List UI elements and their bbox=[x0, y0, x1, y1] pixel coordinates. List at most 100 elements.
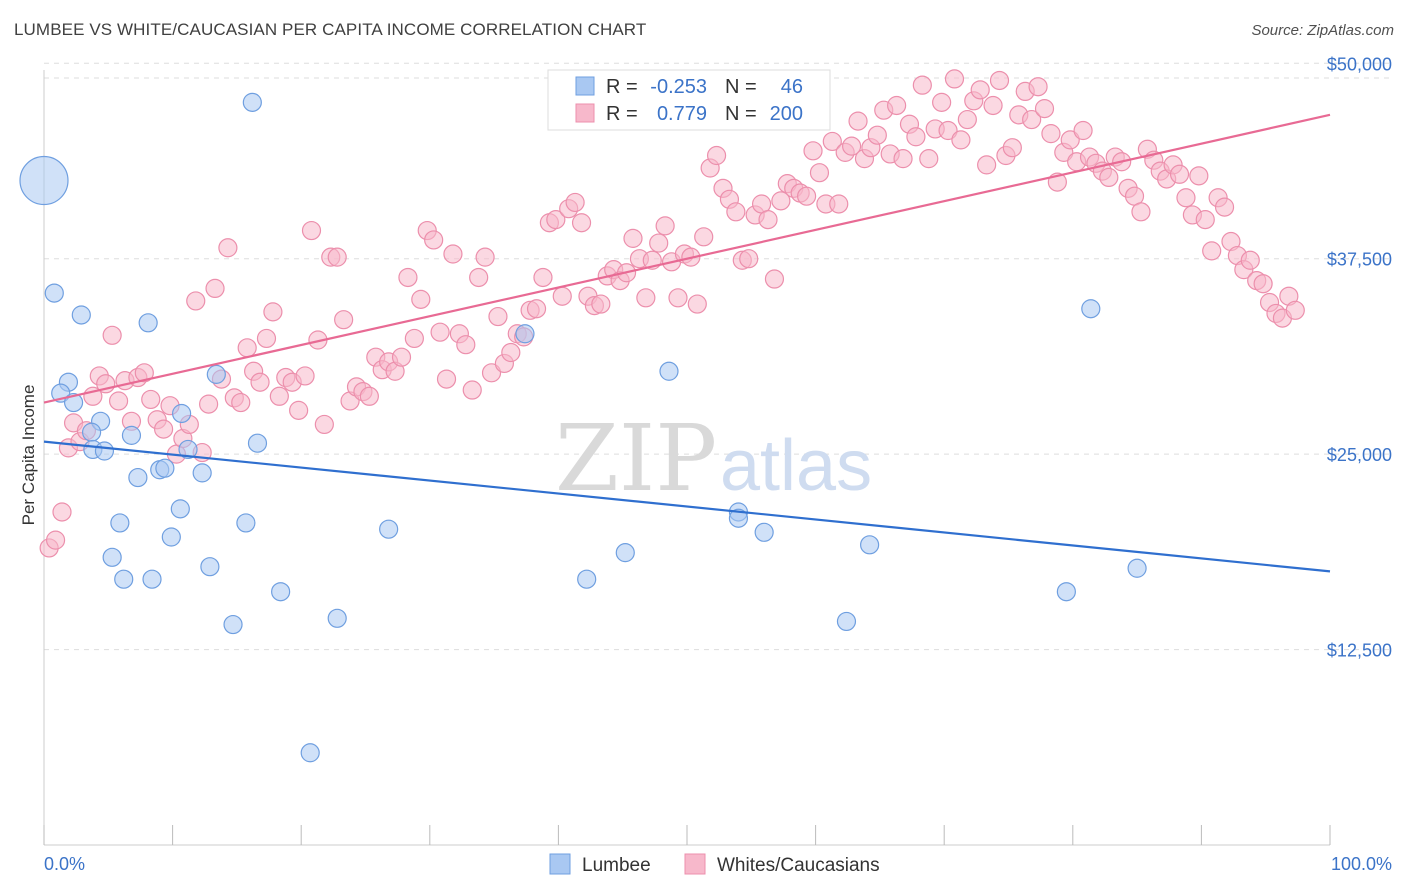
white-point-36 bbox=[269, 386, 289, 406]
lumbee-n-value: 46 bbox=[781, 76, 803, 98]
watermark-zip: ZIP bbox=[555, 405, 717, 512]
white-point-125 bbox=[842, 136, 862, 156]
white-point-56 bbox=[398, 267, 418, 288]
white-point-55 bbox=[391, 347, 412, 367]
watermark: ZIP atlas bbox=[555, 405, 872, 512]
white-point-61 bbox=[430, 322, 450, 342]
white-point-114 bbox=[771, 191, 791, 211]
white-point-194 bbox=[1285, 300, 1305, 320]
white-point-153 bbox=[1022, 109, 1042, 130]
white-r-value: 0.779 bbox=[657, 103, 707, 125]
lumbee-point-32 bbox=[327, 608, 347, 628]
white-point-140 bbox=[938, 120, 958, 141]
lumbee-point-33 bbox=[300, 743, 320, 763]
white-point-141 bbox=[944, 69, 965, 89]
lumbee-point-25 bbox=[379, 519, 399, 539]
white-point-176 bbox=[1169, 164, 1190, 184]
lumbee-point-44 bbox=[1081, 299, 1101, 319]
white-point-82 bbox=[565, 192, 585, 213]
white-point-113 bbox=[764, 269, 785, 289]
white-point-177 bbox=[1176, 188, 1196, 208]
white-point-50 bbox=[359, 386, 379, 406]
white-point-80 bbox=[552, 286, 572, 306]
stats-legend: R = -0.253 N = 46 R = 0.779 N = 200 bbox=[547, 69, 831, 131]
lumbee-swatch bbox=[575, 76, 595, 96]
bottom-legend-white-swatch bbox=[684, 853, 706, 875]
white-point-18 bbox=[153, 419, 174, 439]
lumbee-point-34 bbox=[515, 324, 535, 344]
white-n-label: N = bbox=[725, 103, 757, 125]
lumbee-point-26 bbox=[102, 547, 122, 567]
white-point-104 bbox=[706, 145, 727, 166]
white-point-179 bbox=[1189, 166, 1209, 186]
white-point-96 bbox=[655, 216, 675, 236]
white-point-147 bbox=[983, 95, 1003, 116]
white-point-57 bbox=[404, 328, 424, 349]
x-tick-labels: 0.0% 100.0% bbox=[44, 854, 1392, 874]
lumbee-point-3 bbox=[71, 305, 91, 325]
x-tick-label-0: 0.0% bbox=[44, 854, 85, 874]
series-whites-points bbox=[39, 69, 1305, 558]
lumbee-point-45 bbox=[1127, 558, 1147, 578]
lumbee-point-30 bbox=[271, 582, 291, 602]
white-point-122 bbox=[822, 131, 842, 152]
white-point-83 bbox=[571, 213, 592, 233]
lumbee-point-37 bbox=[615, 543, 635, 563]
white-point-119 bbox=[803, 141, 823, 161]
white-point-58 bbox=[411, 289, 431, 309]
white-point-11 bbox=[108, 391, 129, 411]
white-point-180 bbox=[1195, 210, 1215, 230]
y-axis-label: Per Capita Income bbox=[19, 385, 38, 526]
series-lumbee-points bbox=[19, 92, 1147, 763]
lumbee-point-22 bbox=[110, 513, 130, 533]
white-point-102 bbox=[694, 227, 714, 247]
y-tick-label-2: $37,500 bbox=[1327, 250, 1392, 270]
x-tick-label-1: 100.0% bbox=[1331, 854, 1392, 874]
lumbee-point-40 bbox=[754, 522, 774, 542]
white-point-133 bbox=[893, 149, 913, 169]
lumbee-point-16 bbox=[178, 439, 198, 460]
y-tick-label-0: $12,500 bbox=[1327, 641, 1392, 661]
white-point-95 bbox=[649, 233, 669, 253]
white-point-154 bbox=[1028, 77, 1048, 97]
white-point-135 bbox=[906, 127, 926, 147]
white-point-129 bbox=[867, 125, 887, 145]
lumbee-point-13 bbox=[247, 433, 268, 453]
white-point-148 bbox=[989, 70, 1010, 91]
white-point-33 bbox=[250, 372, 270, 392]
bottom-legend-white: Whites/Caucasians bbox=[717, 855, 880, 876]
white-point-101 bbox=[687, 294, 707, 314]
white-point-170 bbox=[1131, 202, 1151, 222]
y-tick-label-1: $25,000 bbox=[1327, 445, 1392, 465]
lumbee-r-label: R = bbox=[606, 76, 638, 98]
white-swatch bbox=[575, 103, 595, 123]
lumbee-point-18 bbox=[155, 458, 175, 478]
lumbee-point-39 bbox=[728, 508, 749, 528]
lumbee-point-2 bbox=[44, 283, 64, 303]
white-point-155 bbox=[1034, 99, 1055, 119]
white-point-34 bbox=[256, 328, 277, 349]
white-point-139 bbox=[932, 92, 952, 112]
white-point-2 bbox=[52, 502, 72, 522]
white-point-156 bbox=[1041, 124, 1061, 144]
white-point-41 bbox=[301, 220, 322, 241]
lumbee-point-35 bbox=[659, 361, 679, 381]
white-point-136 bbox=[912, 75, 932, 95]
white-point-150 bbox=[1002, 138, 1022, 158]
y-tick-labels: $12,500 $25,000 $37,500 $50,000 bbox=[1327, 54, 1392, 660]
white-point-120 bbox=[809, 163, 830, 183]
lumbee-point-12 bbox=[121, 425, 142, 445]
white-point-145 bbox=[970, 80, 990, 100]
white-point-45 bbox=[327, 247, 347, 267]
white-point-181 bbox=[1202, 241, 1222, 261]
white-point-107 bbox=[726, 202, 746, 222]
white-point-98 bbox=[668, 288, 688, 308]
lumbee-point-8 bbox=[206, 364, 226, 384]
lumbee-point-43 bbox=[1056, 582, 1076, 602]
bottom-legend-lumbee-swatch bbox=[549, 853, 571, 875]
white-point-66 bbox=[462, 380, 482, 400]
white-point-76 bbox=[526, 299, 547, 319]
white-point-39 bbox=[289, 400, 309, 420]
y-tick-label-3: $50,000 bbox=[1327, 54, 1392, 74]
